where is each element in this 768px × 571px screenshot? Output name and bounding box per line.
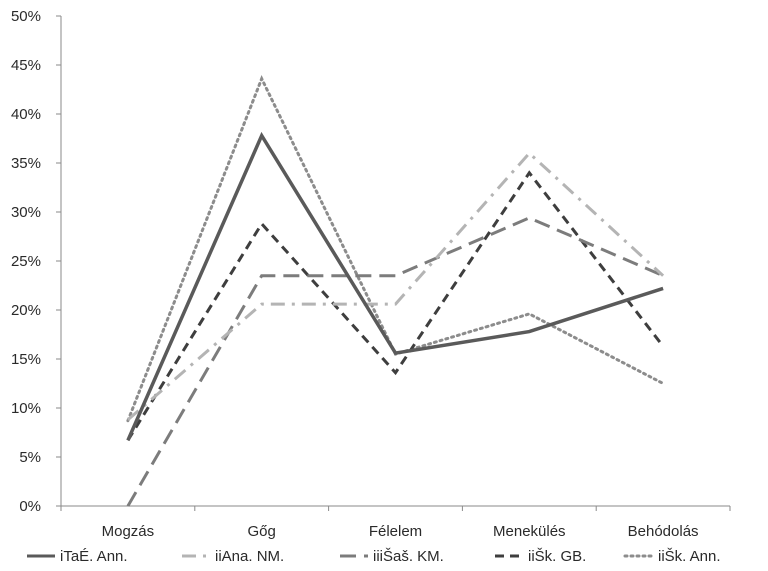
series-line-1 bbox=[126, 131, 664, 442]
y-tick-label: 25% bbox=[11, 253, 41, 270]
series-line-2 bbox=[126, 151, 665, 421]
legend-label-1: iTaÉ. Ann. bbox=[60, 548, 128, 565]
y-axis: 0% 5% 10% 15% 20% 25% 30% 35% 40% 45% 50% bbox=[11, 8, 62, 515]
y-tick-label: 45% bbox=[11, 57, 41, 74]
y-tick-label: 20% bbox=[11, 302, 41, 319]
y-tick-label: 50% bbox=[11, 8, 41, 25]
legend-label-3: iiiŠaš. KM. bbox=[373, 548, 444, 565]
y-tick-label: 5% bbox=[19, 449, 41, 466]
y-tick-label: 30% bbox=[11, 204, 41, 221]
series-line-3 bbox=[126, 216, 664, 507]
legend-label-4: iiŠk. GB. bbox=[528, 548, 586, 565]
legend: iTaÉ. Ann. iiAna. NM. iiiŠaš. KM. iiŠk. GB.… bbox=[27, 548, 721, 565]
x-tick-label: Félelem bbox=[369, 523, 422, 540]
legend-label-5: iiŠk. Ann. bbox=[658, 548, 721, 565]
x-tick-label: Gőg bbox=[248, 523, 276, 540]
x-tick-label: Behódolás bbox=[628, 523, 699, 540]
series-line-4 bbox=[126, 170, 665, 442]
legend-label-2: iiAna. NM. bbox=[215, 548, 284, 565]
y-tick-label: 40% bbox=[11, 106, 41, 123]
y-tick-label: 0% bbox=[19, 498, 41, 515]
x-tick-label: Mogzás bbox=[102, 523, 155, 540]
x-axis: Mogzás Gőg Félelem Menekülés Behódolás bbox=[60, 505, 731, 540]
y-tick-label: 10% bbox=[11, 400, 41, 417]
y-tick-label: 35% bbox=[11, 155, 41, 172]
series-layer bbox=[126, 74, 665, 507]
y-tick-label: 15% bbox=[11, 351, 41, 368]
x-tick-label: Menekülés bbox=[493, 523, 566, 540]
